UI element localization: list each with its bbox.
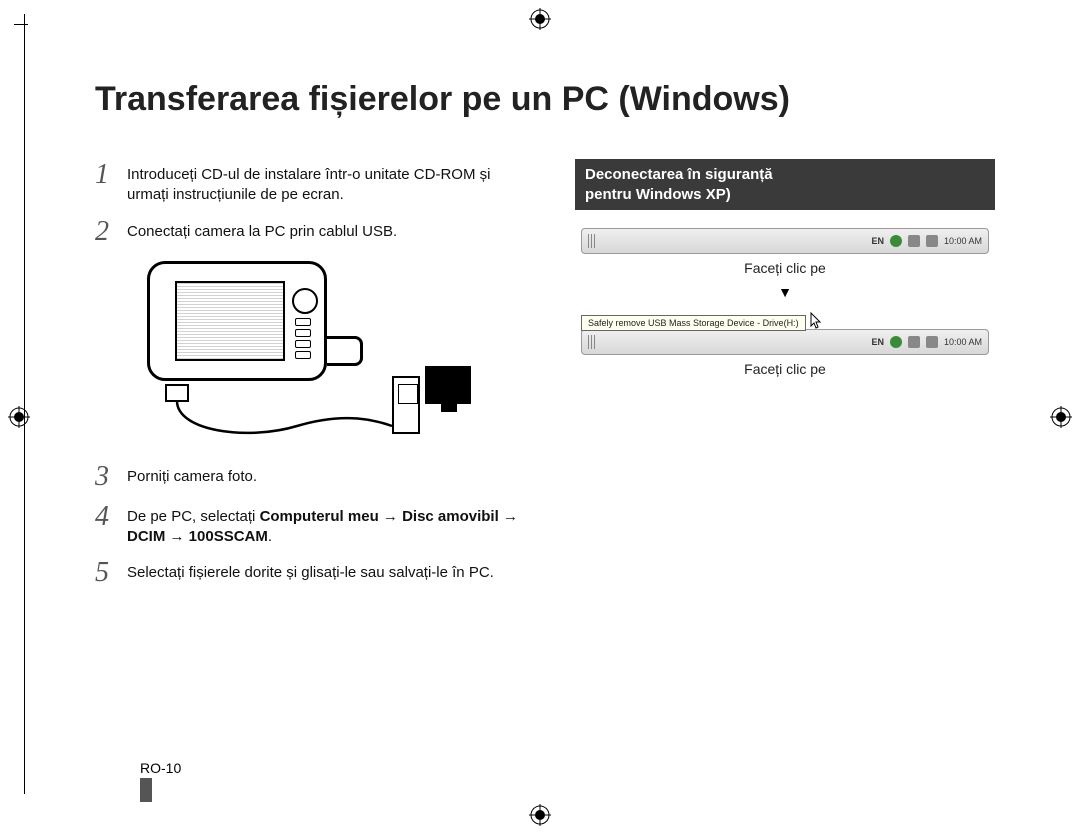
step-number: 5 <box>95 557 127 587</box>
language-indicator: EN <box>871 337 884 347</box>
step-number: 1 <box>95 159 127 189</box>
taskbar-handle-icon <box>588 234 596 248</box>
page-number: RO-10 <box>140 760 181 802</box>
usb-plug-icon <box>165 384 189 402</box>
right-column: Deconectarea în siguranță pentru Windows… <box>575 159 995 597</box>
down-arrow-icon: ▼ <box>575 284 995 300</box>
step-number: 4 <box>95 501 127 531</box>
pc-monitor-icon <box>425 366 471 404</box>
page-content: Transferarea fișierelor pe un PC (Window… <box>95 80 995 597</box>
step-4: 4 De pe PC, selectați Computerul meu → D… <box>95 501 535 548</box>
registration-mark-left <box>8 406 30 428</box>
windows-taskbar-2: EN 10:00 AM <box>581 329 989 355</box>
tray-icon <box>926 336 938 348</box>
header-line1: Deconectarea în siguranță <box>585 166 773 183</box>
crop-guide-vertical <box>24 14 25 794</box>
crop-guide-horizontal <box>14 24 28 25</box>
step-text: De pe PC, selectați Computerul meu → Dis… <box>127 501 535 548</box>
registration-mark-top <box>529 8 551 30</box>
registration-mark-right <box>1050 406 1072 428</box>
two-column-layout: 1 Introduceți CD-ul de instalare într-o … <box>95 159 995 597</box>
step-text: Conectați camera la PC prin cablul USB. <box>127 216 397 242</box>
clock: 10:00 AM <box>944 236 982 246</box>
taskbar-handle-icon <box>588 335 596 349</box>
cursor-icon <box>810 312 824 335</box>
step-number: 3 <box>95 461 127 491</box>
click-caption-1: Faceți clic pe <box>575 260 995 276</box>
tray-icon <box>926 235 938 247</box>
step-text: Porniți camera foto. <box>127 461 257 487</box>
tooltip-row: Safely remove USB Mass Storage Device - … <box>581 308 989 331</box>
step-text: Introduceți CD-ul de instalare într-o un… <box>127 159 535 206</box>
safe-disconnect-header: Deconectarea în siguranță pentru Windows… <box>575 159 995 210</box>
safely-remove-tray-icon[interactable] <box>890 235 902 247</box>
registration-mark-bottom <box>529 804 551 826</box>
tray-icon <box>908 336 920 348</box>
camera-dial-icon <box>292 288 318 314</box>
step4-post: . <box>268 528 272 545</box>
click-caption-2: Faceți clic pe <box>575 361 995 377</box>
step-number: 2 <box>95 216 127 246</box>
language-indicator: EN <box>871 236 884 246</box>
usb-cable-icon <box>167 401 397 446</box>
clock: 10:00 AM <box>944 337 982 347</box>
left-column: 1 Introduceți CD-ul de instalare într-o … <box>95 159 535 597</box>
step4-pre: De pe PC, selectați <box>127 508 260 525</box>
step-text: Selectați fișierele dorite și glisați-le… <box>127 557 494 583</box>
step-2: 2 Conectați camera la PC prin cablul USB… <box>95 216 535 246</box>
safely-remove-tooltip[interactable]: Safely remove USB Mass Storage Device - … <box>581 315 806 331</box>
camera-screen-icon <box>175 281 285 361</box>
page-number-bar <box>140 778 152 802</box>
step-3: 3 Porniți camera foto. <box>95 461 535 491</box>
page-number-text: RO-10 <box>140 760 181 776</box>
camera-buttons-icon <box>295 318 313 368</box>
camera-grip-icon <box>327 336 363 366</box>
camera-to-pc-illustration <box>127 256 467 441</box>
step-5: 5 Selectați fișierele dorite și glisați-… <box>95 557 535 587</box>
header-line2: pentru Windows XP) <box>585 186 731 203</box>
tray-icon <box>908 235 920 247</box>
page-title: Transferarea fișierelor pe un PC (Window… <box>95 80 995 119</box>
safely-remove-tray-icon[interactable] <box>890 336 902 348</box>
windows-taskbar-1: EN 10:00 AM <box>581 228 989 254</box>
step-1: 1 Introduceți CD-ul de instalare într-o … <box>95 159 535 206</box>
pc-tower-icon <box>392 376 420 434</box>
